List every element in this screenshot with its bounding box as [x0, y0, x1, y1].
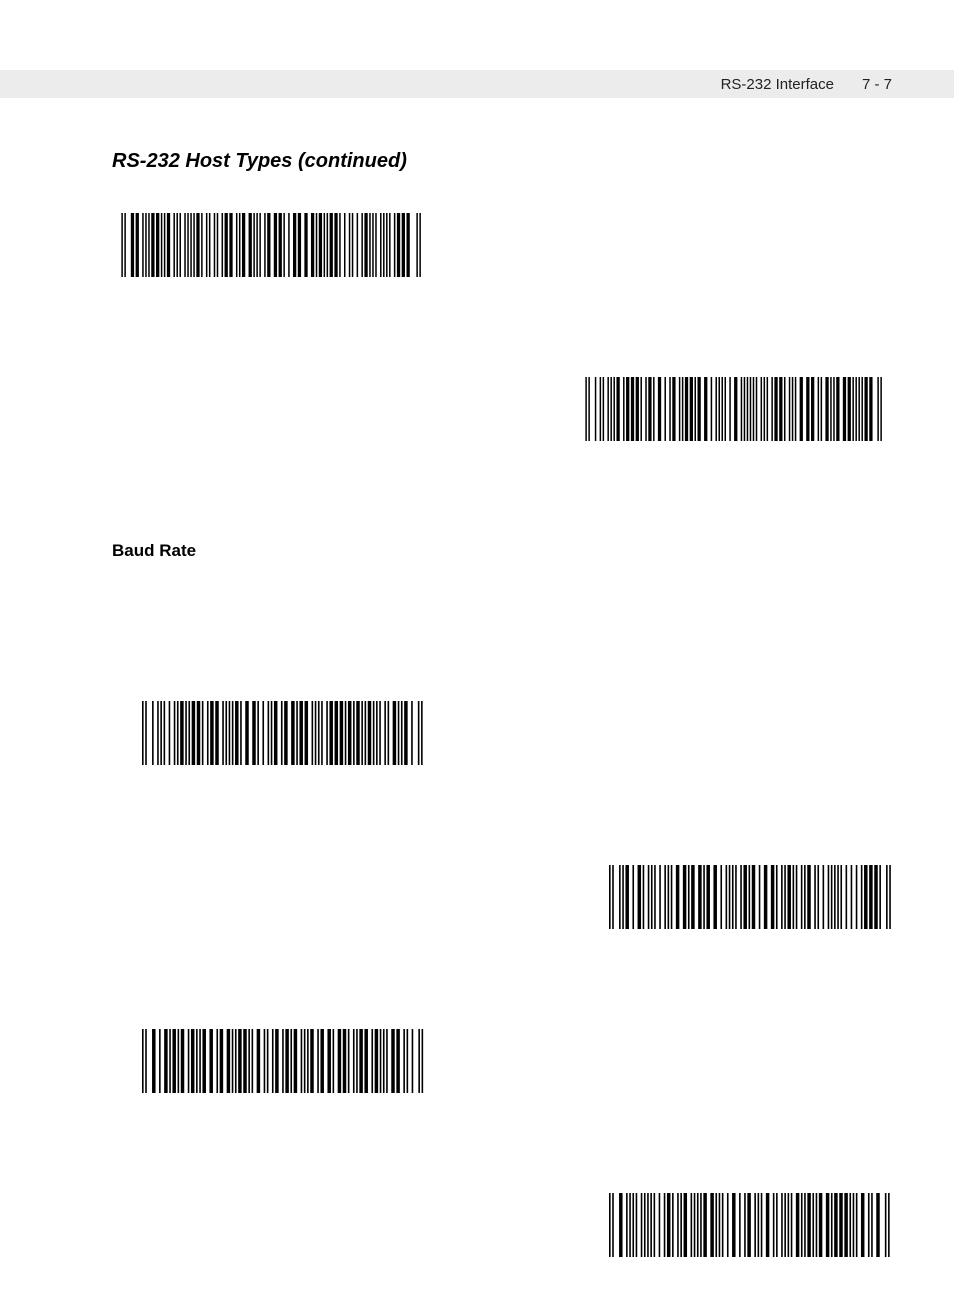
- barcode-row: [112, 213, 894, 277]
- header-page-number: 7 - 7: [862, 76, 892, 93]
- barcode-icon: [609, 1193, 894, 1257]
- page-header: RS-232 Interface 7 - 7: [0, 70, 954, 98]
- header-chapter: RS-232 Interface: [721, 76, 834, 93]
- barcode-row: [112, 865, 894, 929]
- page-content: RS-232 Host Types (continued) Baud Rate: [112, 150, 894, 1297]
- barcode-icon: [142, 1029, 427, 1093]
- barcode-row: [112, 1029, 894, 1093]
- barcode-icon: [609, 865, 894, 929]
- barcode-icon: [112, 213, 430, 277]
- barcode-row: [112, 701, 894, 765]
- subsection-title: Baud Rate: [112, 541, 894, 561]
- section-title: RS-232 Host Types (continued): [112, 150, 894, 173]
- barcode-row: [112, 1193, 894, 1257]
- barcode-icon: [142, 701, 427, 765]
- page: RS-232 Interface 7 - 7 RS-232 Host Types…: [0, 0, 954, 1235]
- barcode-icon: [576, 377, 894, 441]
- barcode-row: [112, 377, 894, 441]
